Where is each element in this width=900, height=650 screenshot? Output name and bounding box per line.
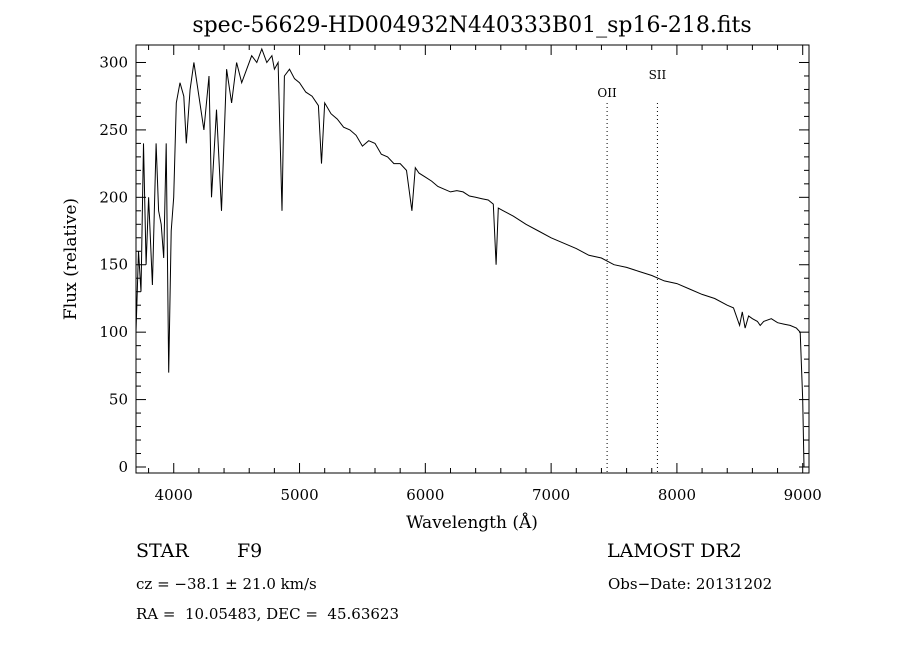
y-tick-label: 0: [118, 458, 128, 476]
x-tick-label: 5000: [280, 486, 318, 504]
coordinates: RA = 10.05483, DEC = 45.63623: [136, 605, 400, 623]
x-tick-label: 7000: [532, 486, 570, 504]
spectrum-line: [135, 47, 805, 468]
y-tick-label: 150: [99, 256, 128, 274]
x-tick-label: 9000: [784, 486, 822, 504]
y-tick-label: 300: [99, 53, 128, 71]
object-class: STAR: [136, 540, 189, 562]
obs-date: Obs−Date: 20131202: [608, 575, 773, 593]
y-tick-label: 100: [99, 323, 128, 341]
x-axis-label: Wavelength (Å): [406, 512, 538, 533]
y-tick-label: 250: [99, 121, 128, 139]
y-tick-label: 50: [109, 391, 128, 409]
x-tick-label: 4000: [155, 486, 193, 504]
survey-name: LAMOST DR2: [607, 540, 742, 562]
chart-title: spec-56629-HD004932N440333B01_sp16-218.f…: [192, 13, 751, 38]
plot-frame: [135, 44, 810, 474]
subclass: F9: [237, 540, 263, 562]
x-tick-label: 8000: [658, 486, 696, 504]
redshift-cz: cz = −38.1 ± 21.0 km/s: [136, 575, 317, 593]
line-annotations: OII SII: [597, 68, 667, 473]
axis-ticks: 4000 5000 6000 7000 8000 9000 0 50 100 150 200 250 3…: [99, 45, 822, 504]
annotation-label: SII: [649, 68, 667, 82]
x-tick-label: 6000: [406, 486, 444, 504]
annotation-label: OII: [597, 86, 617, 100]
y-axis-label: Flux (relative): [61, 198, 81, 320]
y-tick-label: 200: [99, 188, 128, 206]
